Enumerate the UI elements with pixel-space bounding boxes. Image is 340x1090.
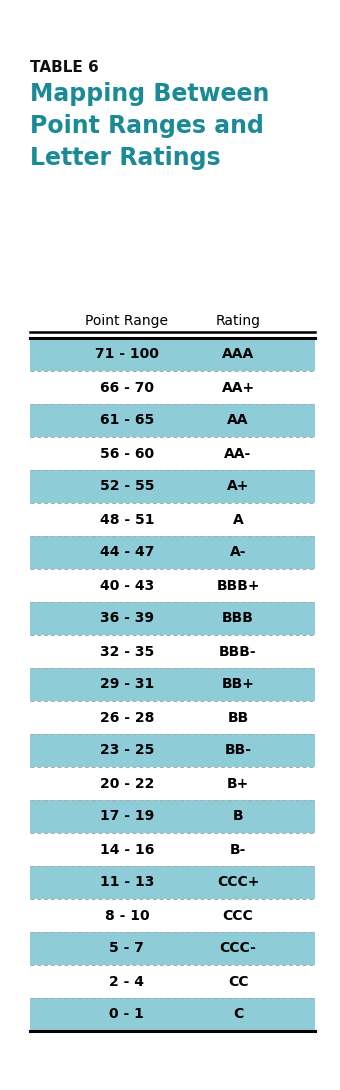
Text: 17 - 19: 17 - 19 — [100, 810, 154, 824]
Text: C: C — [233, 1007, 243, 1021]
Text: Mapping Between: Mapping Between — [30, 82, 269, 106]
Text: 32 - 35: 32 - 35 — [100, 644, 154, 658]
Text: Letter Ratings: Letter Ratings — [30, 146, 221, 170]
Text: 8 - 10: 8 - 10 — [105, 908, 149, 922]
Text: A+: A+ — [227, 480, 249, 494]
Text: 20 - 22: 20 - 22 — [100, 776, 154, 790]
Text: 61 - 65: 61 - 65 — [100, 413, 154, 427]
Text: 11 - 13: 11 - 13 — [100, 875, 154, 889]
Text: CCC-: CCC- — [220, 942, 256, 956]
Text: TABLE 6: TABLE 6 — [30, 60, 99, 75]
Text: Rating: Rating — [216, 314, 260, 328]
Bar — [30, 437, 315, 470]
Bar — [30, 371, 315, 404]
Text: BB+: BB+ — [222, 678, 254, 691]
Bar — [30, 767, 315, 800]
Text: CCC: CCC — [223, 908, 253, 922]
Text: AA-: AA- — [224, 447, 252, 460]
Text: Point Range: Point Range — [85, 314, 168, 328]
Text: BBB+: BBB+ — [216, 579, 260, 593]
Bar — [30, 899, 315, 932]
Text: AA: AA — [227, 413, 249, 427]
Bar — [30, 470, 315, 502]
Bar — [30, 536, 315, 569]
Text: A: A — [233, 512, 243, 526]
Text: B: B — [233, 810, 243, 824]
Text: B+: B+ — [227, 776, 249, 790]
Text: BBB-: BBB- — [219, 644, 257, 658]
Text: CC: CC — [228, 974, 248, 989]
Text: Point Ranges and: Point Ranges and — [30, 114, 264, 138]
Bar — [30, 635, 315, 668]
Text: 44 - 47: 44 - 47 — [100, 545, 154, 559]
Text: BBB: BBB — [222, 611, 254, 626]
Text: 0 - 1: 0 - 1 — [109, 1007, 144, 1021]
Bar — [30, 338, 315, 371]
Bar — [30, 404, 315, 437]
Text: A-: A- — [230, 545, 246, 559]
Text: 48 - 51: 48 - 51 — [100, 512, 154, 526]
Text: CCC+: CCC+ — [217, 875, 259, 889]
Text: 5 - 7: 5 - 7 — [109, 942, 144, 956]
Text: 26 - 28: 26 - 28 — [100, 711, 154, 725]
Bar — [30, 865, 315, 899]
Text: 23 - 25: 23 - 25 — [100, 743, 154, 758]
Text: 66 - 70: 66 - 70 — [100, 380, 154, 395]
Text: 2 - 4: 2 - 4 — [109, 974, 144, 989]
Text: 40 - 43: 40 - 43 — [100, 579, 154, 593]
Text: 71 - 100: 71 - 100 — [95, 348, 159, 362]
Bar — [30, 502, 315, 536]
Bar — [30, 998, 315, 1031]
Bar — [30, 602, 315, 635]
Text: 14 - 16: 14 - 16 — [100, 843, 154, 857]
Text: BB: BB — [227, 711, 249, 725]
Text: BB-: BB- — [224, 743, 252, 758]
Bar — [30, 701, 315, 734]
Text: 56 - 60: 56 - 60 — [100, 447, 154, 460]
Text: 52 - 55: 52 - 55 — [100, 480, 154, 494]
Text: AA+: AA+ — [221, 380, 255, 395]
Text: B-: B- — [230, 843, 246, 857]
Bar — [30, 965, 315, 998]
Text: 29 - 31: 29 - 31 — [100, 678, 154, 691]
Bar — [30, 800, 315, 833]
Bar — [30, 932, 315, 965]
Text: 36 - 39: 36 - 39 — [100, 611, 154, 626]
Bar — [30, 833, 315, 865]
Bar — [30, 569, 315, 602]
Bar — [30, 734, 315, 767]
Bar — [30, 668, 315, 701]
Text: AAA: AAA — [222, 348, 254, 362]
